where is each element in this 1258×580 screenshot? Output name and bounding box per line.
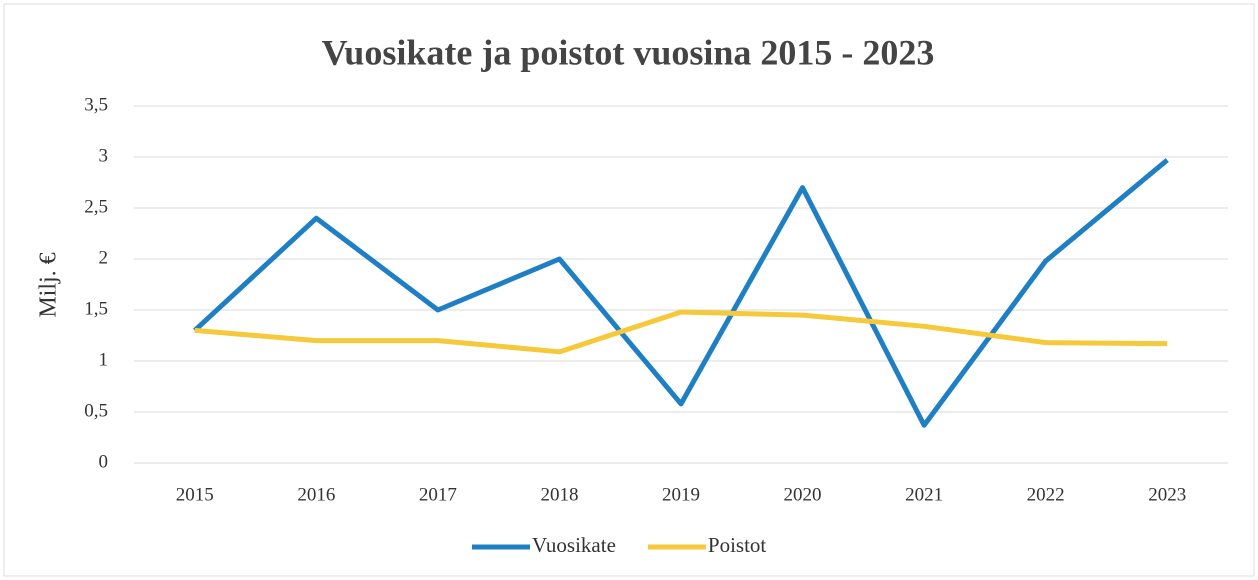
x-tick-label: 2019 xyxy=(662,484,700,505)
y-tick-label: 1,5 xyxy=(84,298,108,319)
chart-frame xyxy=(3,3,1255,577)
y-tick-label: 2,5 xyxy=(84,196,108,217)
x-tick-label: 2021 xyxy=(905,484,943,505)
x-tick-label: 2016 xyxy=(297,484,335,505)
y-tick-label: 3,5 xyxy=(84,94,108,115)
x-tick-label: 2015 xyxy=(176,484,214,505)
y-tick-label: 1 xyxy=(99,349,109,370)
x-tick-label: 2018 xyxy=(540,484,578,505)
x-tick-label: 2020 xyxy=(784,484,822,505)
x-tick-label: 2017 xyxy=(419,484,457,505)
legend-label: Poistot xyxy=(708,533,767,557)
x-tick-label: 2023 xyxy=(1148,484,1186,505)
series-line xyxy=(193,158,1169,428)
y-tick-label: 0 xyxy=(99,451,109,472)
chart-title: Vuosikate ja poistot vuosina 2015 - 2023 xyxy=(322,32,935,72)
legend-label: Vuosikate xyxy=(532,533,616,557)
series-line xyxy=(194,309,1168,355)
y-tick-label: 2 xyxy=(99,247,109,268)
x-tick-label: 2022 xyxy=(1027,484,1065,505)
y-tick-label: 0,5 xyxy=(84,400,108,421)
y-tick-label: 3 xyxy=(99,145,109,166)
y-axis-label: Milj. € xyxy=(36,252,62,317)
